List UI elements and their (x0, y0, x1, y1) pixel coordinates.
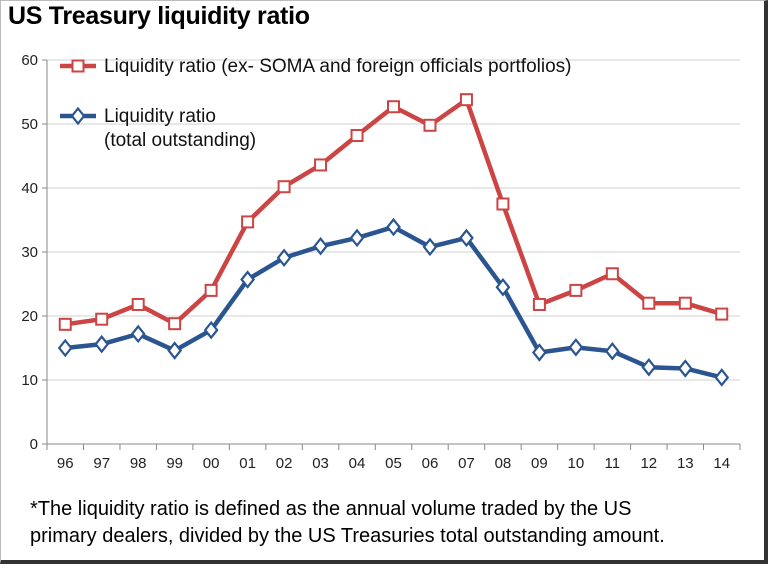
footnote-line-2: primary dealers, divided by the US Treas… (30, 525, 665, 547)
data-point-s1 (314, 158, 328, 172)
data-point-s2 (386, 217, 401, 237)
data-point-s2 (495, 277, 511, 297)
legend-marker-2 (70, 106, 86, 126)
data-point-s2 (677, 359, 693, 378)
y-tick-label: 0 (30, 436, 38, 453)
data-point-s1 (642, 296, 656, 310)
legend-marker-1 (71, 59, 85, 73)
x-tick-label: 98 (130, 455, 147, 472)
x-tick-label: 02 (276, 455, 293, 472)
y-tick-label: 30 (21, 244, 38, 261)
data-point-s2 (57, 338, 73, 358)
data-point-s2 (568, 338, 584, 357)
data-point-s1 (459, 93, 473, 107)
data-point-s1 (168, 317, 182, 331)
data-point-s1 (241, 215, 255, 229)
x-tick-label: 97 (93, 455, 110, 472)
x-tick-label: 96 (57, 455, 74, 472)
x-tick-label: 09 (531, 455, 548, 472)
data-point-s2 (313, 236, 328, 256)
data-point-s1 (678, 296, 692, 310)
x-tick-label: 03 (312, 455, 329, 472)
data-point-s1 (605, 267, 619, 281)
legend-label-1: Liquidity ratio (ex- SOMA and foreign of… (104, 56, 571, 77)
data-point-s1 (569, 283, 583, 297)
y-tick-label: 20 (21, 308, 38, 325)
data-point-s2 (531, 343, 547, 362)
data-point-s2 (604, 341, 620, 361)
data-point-s1 (131, 297, 145, 311)
data-point-s1 (350, 129, 364, 143)
x-tick-label: 00 (203, 455, 220, 472)
x-tick-label: 01 (239, 455, 256, 472)
x-tick-label: 08 (495, 455, 512, 472)
data-point-s1 (58, 317, 72, 331)
data-point-s2 (714, 368, 730, 387)
data-point-s1 (532, 297, 546, 311)
y-tick-label: 10 (21, 372, 38, 389)
x-tick-label: 10 (568, 455, 585, 472)
data-point-s1 (387, 100, 400, 114)
data-point-s2 (167, 341, 183, 360)
x-tick-label: 14 (713, 455, 730, 472)
x-tick-label: 13 (677, 455, 694, 472)
data-point-s1 (277, 180, 291, 194)
y-tick-label: 60 (21, 52, 38, 69)
data-point-s2 (459, 228, 474, 248)
data-point-s2 (349, 228, 365, 248)
data-point-s1 (496, 197, 510, 211)
x-tick-label: 99 (166, 455, 183, 472)
data-point-s1 (204, 283, 218, 297)
data-point-s2 (641, 357, 657, 377)
data-point-s2 (203, 320, 219, 340)
legend-label-2: Liquidity ratio (104, 106, 216, 127)
legend-label-2: (total outstanding) (104, 130, 256, 151)
data-point-s2 (130, 324, 146, 344)
data-point-s2 (94, 334, 110, 354)
x-tick-label: 04 (349, 455, 366, 472)
x-tick-label: 07 (458, 455, 475, 472)
series-line-2 (65, 224, 723, 380)
data-point-s2 (240, 270, 256, 289)
y-tick-label: 40 (21, 180, 38, 197)
data-point-s2 (276, 248, 292, 268)
x-tick-label: 06 (422, 455, 439, 472)
data-point-s1 (715, 307, 729, 321)
x-tick-label: 11 (605, 455, 621, 472)
y-tick-label: 50 (21, 116, 38, 133)
x-tick-label: 05 (385, 455, 402, 472)
footnote: *The liquidity ratio is defined as the a… (30, 496, 750, 550)
data-point-s1 (423, 118, 437, 132)
data-point-s2 (422, 237, 438, 257)
chart-title: US Treasury liquidity ratio (8, 2, 310, 30)
data-point-s1 (95, 312, 109, 326)
footnote-line-1: *The liquidity ratio is defined as the a… (30, 498, 632, 520)
x-tick-label: 12 (640, 455, 657, 472)
